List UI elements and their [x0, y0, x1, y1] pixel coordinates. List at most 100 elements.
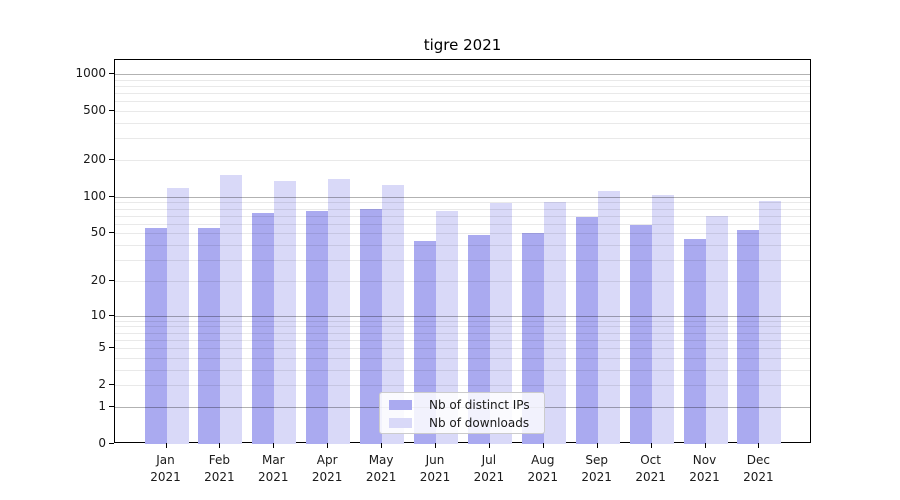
y-tick-label-5: 5 [98, 340, 106, 354]
x-tick-mark-mar [273, 443, 275, 448]
x-tick-month: Feb [208, 453, 231, 467]
x-tick-year: 2021 [581, 470, 612, 484]
x-tick-year: 2021 [150, 470, 181, 484]
bar-downloads-jun [436, 211, 458, 444]
gridline-minor-7 [115, 332, 810, 334]
x-tick-mark-nov [704, 443, 706, 448]
x-tick-mark-jan [165, 443, 167, 448]
x-tick-mark-jun [435, 443, 436, 448]
x-tick-year: 2021 [311, 470, 343, 484]
gridline-minor-2 [115, 385, 810, 387]
bar-distinct-ips-mar [252, 212, 275, 444]
y-tick-label-1000: 1000 [75, 66, 106, 80]
y-tick-label-200: 200 [83, 152, 106, 166]
y-tick-mark-1 [109, 405, 114, 407]
x-tick-mark-jul [488, 443, 490, 448]
x-tick-label-nov: Nov 2021 [673, 452, 737, 486]
x-tick-year: 2021 [635, 470, 666, 484]
y-tick-label-50: 50 [90, 225, 106, 240]
gridline-minor-900 [115, 79, 810, 81]
bar-downloads-jan [166, 188, 189, 444]
x-tick-label-aug: Aug 2021 [511, 452, 575, 486]
bar-distinct-ips-apr [306, 211, 329, 444]
gridline-minor-30 [115, 260, 810, 262]
x-tick-mark-may [381, 443, 383, 448]
x-tick-year: 2021 [473, 470, 505, 484]
gridline-minor-20 [115, 280, 810, 282]
y-tick-mark-50 [109, 232, 114, 234]
gridline-minor-5 [115, 348, 810, 349]
bar-distinct-ips-jan [144, 228, 167, 444]
y-tick-mark-20 [109, 279, 114, 281]
x-tick-month: Mar [261, 453, 285, 467]
x-tick-label-jan: Jan 2021 [134, 452, 198, 486]
bar-distinct-ips-dec [737, 230, 760, 444]
bar-downloads-feb [220, 174, 243, 444]
gridline-minor-800 [115, 85, 810, 87]
plot-area [114, 59, 811, 444]
bar-downloads-mar [274, 180, 297, 444]
gridline-major-10 [115, 315, 810, 317]
bar-downloads-oct [651, 194, 674, 444]
y-tick-label-1: 1 [98, 398, 106, 413]
gridline-minor-6 [115, 339, 810, 341]
bar-downloads-sep [597, 190, 620, 444]
x-tick-year: 2021 [365, 470, 397, 484]
gridline-minor-3 [115, 369, 810, 371]
x-tick-mark-aug [542, 443, 544, 448]
y-tick-mark-1000 [109, 73, 114, 74]
x-tick-label-mar: Mar 2021 [241, 452, 305, 486]
y-tick-mark-10 [109, 314, 114, 316]
x-tick-year: 2021 [527, 470, 559, 484]
x-tick-label-jun: Jun 2021 [403, 452, 467, 486]
gridline-minor-70 [115, 215, 810, 217]
gridline-minor-40 [115, 245, 810, 247]
legend-swatch-distinct-ips-icon [389, 400, 412, 410]
y-tick-label-10: 10 [90, 307, 106, 322]
legend-item-distinct-ips: Nb of distinct IPs [389, 397, 535, 413]
chart-title: tigre 2021 [423, 36, 502, 54]
bar-downloads-may [382, 184, 405, 444]
x-tick-label-feb: Feb 2021 [187, 452, 251, 486]
x-tick-month: Dec [746, 453, 770, 467]
x-tick-year: 2021 [204, 470, 235, 484]
y-tick-label-500: 500 [83, 103, 106, 118]
x-tick-label-sep: Sep 2021 [565, 452, 629, 486]
y-tick-mark-5 [109, 347, 114, 348]
x-tick-year: 2021 [419, 470, 451, 484]
y-tick-mark-2 [109, 384, 114, 386]
bar-downloads-aug [543, 201, 566, 444]
legend-label-distinct-ips: Nb of distinct IPs [429, 398, 530, 412]
legend: Nb of distinct IPs Nb of downloads [379, 392, 545, 434]
x-tick-year: 2021 [689, 470, 720, 484]
gridline-minor-200 [115, 160, 810, 161]
y-tick-mark-200 [109, 159, 114, 160]
legend-item-downloads: Nb of downloads [389, 415, 535, 431]
x-tick-month: Jan [156, 453, 175, 467]
bar-downloads-nov [705, 215, 728, 444]
gridline-minor-500 [115, 111, 810, 113]
y-tick-mark-500 [109, 110, 114, 112]
gridline-minor-9 [115, 320, 810, 322]
gridline-minor-700 [115, 93, 810, 95]
x-tick-month: Oct [640, 453, 661, 467]
gridline-minor-300 [115, 138, 810, 140]
bar-downloads-apr [328, 178, 351, 444]
bar-downloads-jul [489, 203, 512, 444]
legend-label-downloads: Nb of downloads [429, 416, 530, 430]
y-tick-mark-100 [109, 195, 114, 197]
gridline-minor-4 [115, 357, 810, 359]
x-tick-label-jul: Jul 2021 [457, 452, 521, 486]
grid-layer [115, 60, 810, 442]
x-tick-mark-oct [650, 443, 652, 448]
x-tick-month: Sep [585, 453, 608, 467]
bar-downloads-dec [759, 201, 782, 444]
x-tick-label-apr: Apr 2021 [295, 452, 359, 486]
x-tick-mark-apr [327, 443, 329, 448]
x-tick-month: Nov [692, 453, 717, 467]
x-tick-label-may: May 2021 [349, 452, 413, 486]
y-tick-label-100: 100 [83, 188, 106, 203]
y-tick-label-2: 2 [98, 377, 106, 392]
gridline-minor-600 [115, 101, 810, 103]
